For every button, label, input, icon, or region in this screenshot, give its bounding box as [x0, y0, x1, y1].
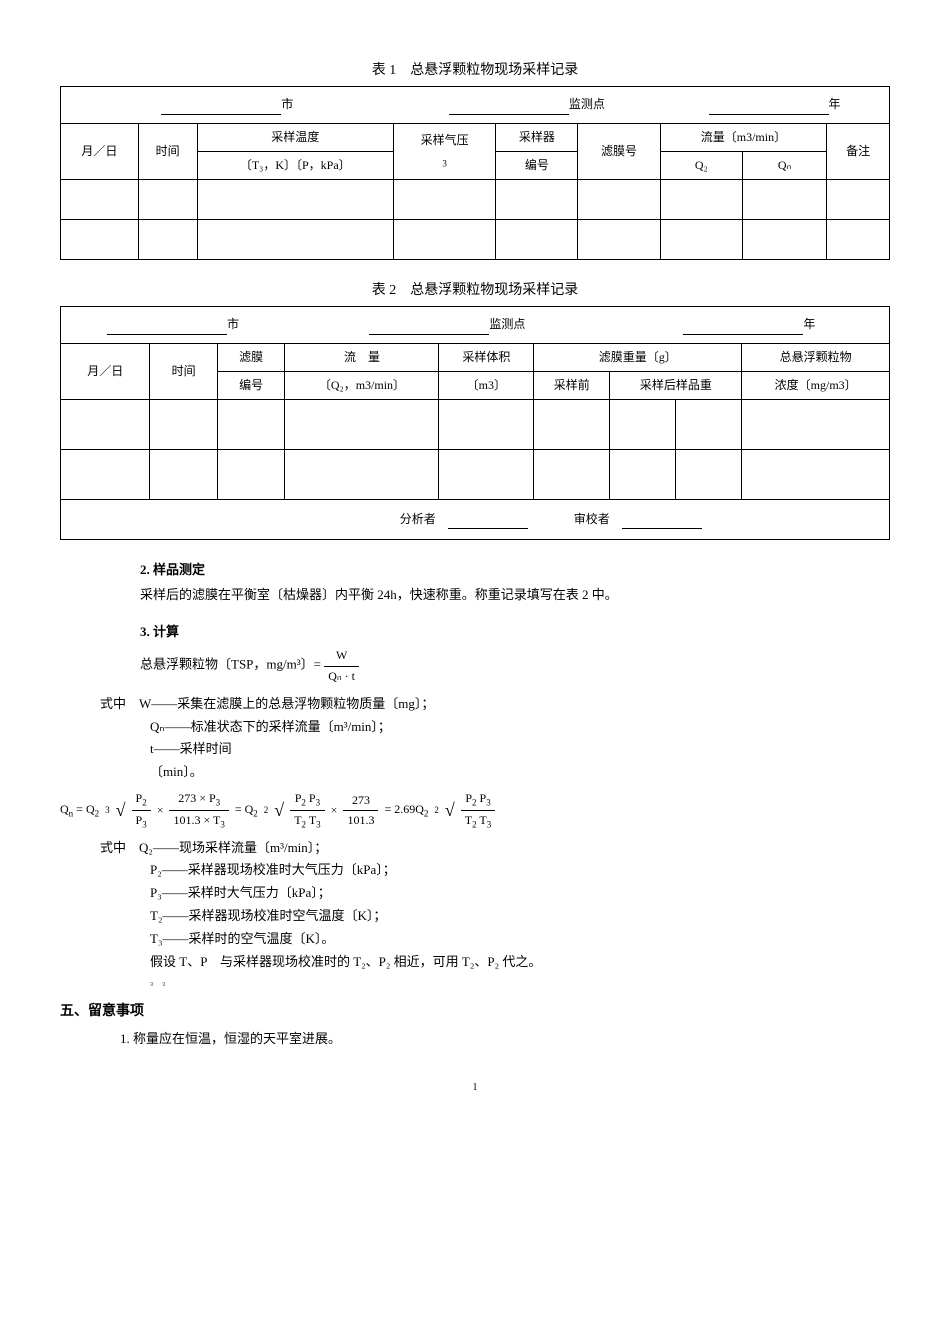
col-flow: 流 量: [285, 343, 439, 371]
table-cell: [534, 399, 610, 449]
table-cell: [496, 179, 578, 219]
table-cell: [61, 219, 139, 259]
table-cell: [742, 399, 890, 449]
footer-reviewer: 审校者: [534, 499, 890, 539]
table2: 市 监测点 年 月／日 时间 滤膜 流 量 采样体积 滤膜重量〔g〕 总悬浮颗粒…: [60, 306, 890, 540]
col-flow: 流量〔m3/min〕: [660, 123, 827, 151]
table-cell: [217, 399, 285, 449]
col-flow-unit: 〔Q₂，m3/min〕: [285, 371, 439, 399]
table-cell: [660, 219, 742, 259]
table-cell: [217, 449, 285, 499]
table-cell: [61, 179, 139, 219]
col-sampler-num: 编号: [496, 151, 578, 179]
table-cell: [742, 179, 826, 219]
table1-city: 市: [61, 87, 394, 123]
table-cell: [138, 179, 197, 219]
table2-title: 表 2 总悬浮颗粒物现场采样记录: [60, 280, 890, 302]
table-cell: [742, 219, 826, 259]
col-tsp: 总悬浮颗粒物: [742, 343, 890, 371]
table1: 市 监测点 年 月／日 时间 采样温度 采样气压 3 采样器 滤膜号 流量〔m3…: [60, 86, 890, 260]
table-cell: [534, 449, 610, 499]
p3-def: P₃——采样时大气压力〔kPa〕；: [60, 883, 890, 904]
table-cell: [285, 449, 439, 499]
table-cell: [439, 449, 534, 499]
table-cell: [610, 399, 676, 449]
section3-heading: 3. 计算: [60, 622, 890, 643]
col-remark: 备注: [827, 123, 890, 179]
p2-def: P₂——采样器现场校准时大气压力〔kPa〕；: [60, 860, 890, 881]
table2-point: 监测点: [285, 307, 610, 343]
page-number: 1: [60, 1080, 890, 1096]
table-cell: [578, 219, 660, 259]
col-concentration: 浓度〔mg/m3〕: [742, 371, 890, 399]
table1-year: 年: [660, 87, 889, 123]
table-cell: [150, 449, 218, 499]
table-cell: [197, 179, 394, 219]
col-month-day: 月／日: [61, 343, 150, 399]
col-volume-unit: 〔m3〕: [439, 371, 534, 399]
table-cell: [676, 449, 742, 499]
table-cell: [61, 399, 150, 449]
col-weight: 滤膜重量〔g〕: [534, 343, 742, 371]
table-cell: [285, 399, 439, 449]
col-temp: 采样温度: [197, 123, 394, 151]
table-cell: [138, 219, 197, 259]
t3-def: T₃——采样时的空气温度〔K〕。: [60, 929, 890, 950]
section2-text: 采样后的滤膜在平衡室〔枯燥器〕内平衡 24h，快速称重。称重记录填写在表 2 中…: [60, 585, 890, 606]
t2-def: T₂——采样器现场校准时空气温度〔K〕；: [60, 906, 890, 927]
table-cell: [827, 179, 890, 219]
col-qn: Qₙ: [742, 151, 826, 179]
assume-sub: ₃ ₃: [60, 974, 890, 988]
table2-city: 市: [61, 307, 285, 343]
table-cell: [660, 179, 742, 219]
assume: 假设 T、P 与采样器现场校准时的 T₂、P₂ 相近，可用 T₂、P₂ 代之。: [60, 952, 890, 973]
col-membrane-num: 编号: [217, 371, 285, 399]
formula-tsp: 总悬浮颗粒物〔TSP，mg/m³〕= W Qₙ · t: [60, 646, 890, 685]
formula-where: 式中 W——采集在滤膜上的总悬浮物颗粒物质量〔mg〕；: [60, 694, 890, 715]
col-membrane: 滤膜号: [578, 123, 660, 179]
table-cell: [496, 219, 578, 259]
table-cell: [610, 449, 676, 499]
t-def: t——采样时间: [60, 739, 890, 760]
table-cell: [394, 219, 496, 259]
t-unit: 〔min〕。: [60, 762, 890, 783]
table-cell: [742, 449, 890, 499]
table-cell: [676, 399, 742, 449]
col-before: 采样前: [534, 371, 610, 399]
table-cell: [578, 179, 660, 219]
qn-def: Qₙ——标准状态下的采样流量〔m³/min〕；: [60, 717, 890, 738]
col-membrane: 滤膜: [217, 343, 285, 371]
footer-analyst: 分析者: [61, 499, 534, 539]
col-time: 时间: [138, 123, 197, 179]
table-cell: [394, 179, 496, 219]
table-cell: [150, 399, 218, 449]
col-after: 采样后样品重: [610, 371, 742, 399]
table2-year: 年: [610, 307, 890, 343]
table1-point: 监测点: [394, 87, 661, 123]
q2-where: 式中 Q₂——现场采样流量〔m³/min〕；: [60, 838, 890, 859]
formula-qn: Qn = Q2 3√ P2P3 × 273 × P3101.3 × T3 = Q…: [60, 789, 890, 832]
col-time: 时间: [150, 343, 218, 399]
col-temp-unit: 〔T₃，K〕〔P，kPa〕: [197, 151, 394, 179]
section5-heading: 五、留意事项: [60, 1001, 890, 1023]
section5-item1: 1. 称量应在恒温，恒湿的天平室进展。: [60, 1029, 890, 1050]
table1-title: 表 1 总悬浮颗粒物现场采样记录: [60, 60, 890, 82]
table-cell: [197, 219, 394, 259]
col-sampler: 采样器: [496, 123, 578, 151]
table-cell: [827, 219, 890, 259]
table-cell: [439, 399, 534, 449]
col-pressure: 采样气压 3: [394, 123, 496, 179]
section2-heading: 2. 样品测定: [60, 560, 890, 581]
col-month-day: 月／日: [61, 123, 139, 179]
table-cell: [61, 449, 150, 499]
col-q2: Q₂: [660, 151, 742, 179]
col-volume: 采样体积: [439, 343, 534, 371]
